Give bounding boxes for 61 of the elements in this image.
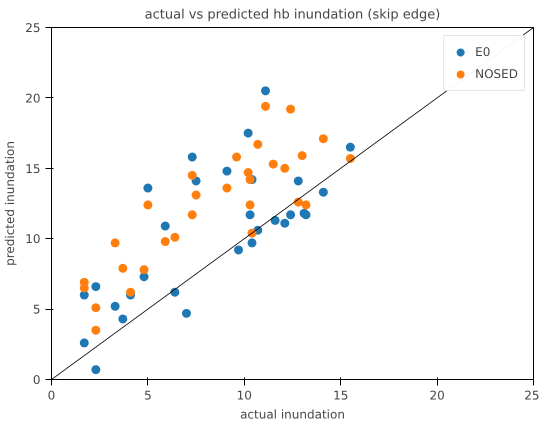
x-axis-title: actual inundation (240, 408, 345, 422)
point (126, 288, 136, 297)
x-tick-label: 0 (48, 388, 56, 402)
point (192, 190, 201, 200)
point (286, 210, 296, 220)
point (140, 265, 149, 274)
point (160, 222, 170, 231)
y-tick-label: 20 (25, 91, 41, 106)
point (261, 86, 270, 96)
point (346, 142, 355, 152)
point (91, 303, 100, 312)
y-tick-label: 5 (32, 302, 41, 317)
point (118, 264, 128, 273)
point (280, 164, 290, 173)
point (222, 166, 232, 176)
x-tick-label: 20 (429, 388, 445, 402)
x-tick-label: 5 (144, 388, 152, 402)
point (253, 140, 262, 149)
point (301, 200, 310, 210)
point (268, 160, 278, 169)
x-tick-label: 15 (333, 388, 348, 402)
point (294, 176, 303, 186)
point (80, 338, 89, 348)
point (110, 302, 120, 311)
point (246, 210, 255, 220)
point (188, 170, 197, 180)
point (246, 200, 255, 210)
legend-label: E0 (475, 45, 492, 59)
x-tick-label: 10 (236, 388, 252, 402)
point (270, 216, 280, 225)
point (160, 237, 170, 246)
point (244, 128, 253, 138)
point (188, 152, 197, 162)
point (280, 218, 290, 228)
y-axis-title: predicted inundation (3, 141, 18, 266)
point (118, 314, 128, 324)
point (248, 238, 257, 248)
point (110, 238, 120, 248)
point (286, 104, 296, 114)
x-tick-label: 25 (524, 388, 539, 402)
point (318, 188, 328, 197)
y-tick-label: 25 (25, 21, 41, 35)
point (318, 134, 328, 144)
y-tick-label: 10 (25, 232, 41, 246)
legend-label: NOSED (475, 67, 518, 81)
point (222, 184, 232, 193)
point (261, 102, 270, 111)
point (91, 365, 100, 374)
point (91, 326, 100, 335)
point (143, 184, 152, 193)
y-tick-label: 15 (25, 162, 41, 176)
point (182, 308, 191, 318)
chart-title: actual vs predicted hb inundation (skip edge) (144, 8, 440, 22)
point (188, 210, 197, 220)
point (170, 232, 180, 242)
point (143, 200, 152, 210)
point (234, 245, 244, 254)
point (298, 151, 307, 160)
point (91, 282, 100, 292)
y-tick-label: 0 (32, 373, 41, 387)
point (232, 152, 242, 162)
